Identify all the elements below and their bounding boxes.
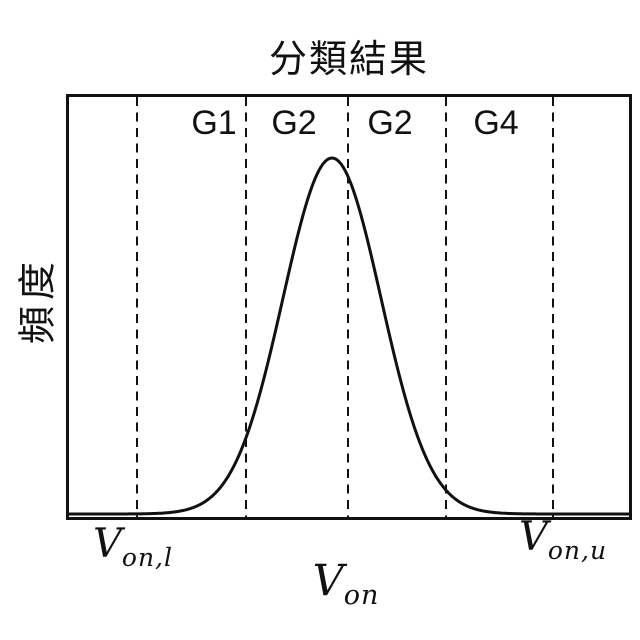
x-lower-bound-subscript: on,l: [121, 543, 173, 572]
y-axis-label: 頻度: [17, 255, 60, 345]
plot-area: G1 G2 G2 G4: [66, 94, 632, 520]
plot-svg: G1 G2 G2 G4: [69, 97, 629, 517]
x-axis-label: Von: [313, 560, 380, 611]
x-upper-bound-base: V: [518, 514, 548, 560]
distribution-curve: [69, 156, 629, 516]
region-label: G1: [191, 104, 236, 142]
x-axis-label-subscript: on: [343, 580, 380, 611]
x-upper-bound-label: Von,u: [519, 517, 607, 563]
chart-title: 分類結果: [268, 39, 429, 81]
region-label: G4: [473, 104, 518, 142]
x-axis-label-base: V: [312, 556, 344, 606]
region-label: G2: [271, 104, 316, 142]
x-lower-bound-label: Von,l: [93, 524, 173, 570]
region-label: G2: [367, 104, 412, 142]
x-lower-bound-base: V: [93, 521, 122, 567]
x-upper-bound-subscript: on,u: [547, 536, 608, 565]
